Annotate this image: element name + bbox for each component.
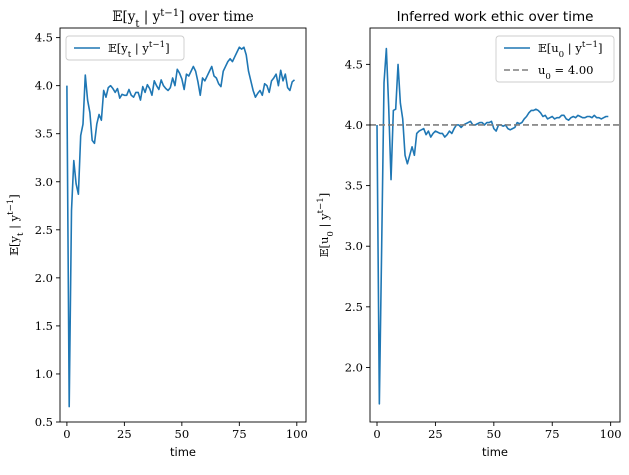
legend-label: u0 = 4.00: [538, 63, 593, 82]
chart-panel-2: 0 25 50 75 100 2.0 2.5 3.0 3.5 4.0 4.5 Inferred wor…: [316, 9, 622, 459]
y-tick-label: 3.0: [345, 239, 363, 253]
chart-title: 𝔼[yt | yt−1] over time: [112, 8, 254, 30]
y-tick-label: 0.5: [35, 415, 53, 429]
y-axis-label: 𝔼[u0 | yt−1]: [316, 193, 336, 258]
y-tick-label: 3.5: [35, 127, 53, 141]
axes-frame: [59, 27, 307, 423]
legend-box: [65, 35, 185, 61]
chart-panel-1: 0 25 50 75 100 0.5 1.0 1.5 2.0 2.5 3.0 3.5 4.0 4.5 𝔼[y…: [6, 8, 308, 460]
legend-label: 𝔼[yt | yt−1]: [108, 40, 170, 60]
x-tick-label: 100: [286, 427, 308, 441]
y-tick-label: 1.0: [35, 367, 53, 381]
series-line-1: [376, 47, 609, 405]
y-tick-label: 4.0: [345, 118, 363, 132]
x-axis-label: time: [170, 445, 196, 459]
y-axis-label: 𝔼[yt | yt−1]: [6, 194, 26, 256]
x-tick-label: 100: [600, 427, 622, 441]
y-tick-label: 2.5: [35, 223, 53, 237]
x-tick-label: 50: [175, 427, 190, 441]
y-tick-label: 4.5: [35, 31, 53, 45]
x-tick-label: 0: [373, 427, 380, 441]
y-tick-label: 3.0: [35, 175, 53, 189]
legend-label: 𝔼[u0 | yt−1]: [538, 40, 603, 60]
y-tick-label: 3.5: [345, 179, 363, 193]
x-tick-label: 75: [545, 427, 560, 441]
x-tick-label: 0: [63, 427, 70, 441]
axes-frame: [369, 27, 621, 423]
y-tick-label: 2.5: [345, 300, 363, 314]
legend: 𝔼[u0 | yt−1] u0 = 4.00: [495, 35, 615, 83]
x-tick-label: 25: [117, 427, 132, 441]
x-tick-label: 50: [487, 427, 502, 441]
chart-title: Inferred work ethic over time: [397, 9, 594, 25]
y-tick-label: 4.0: [35, 79, 53, 93]
x-tick-label: 25: [428, 427, 443, 441]
y-tick-label: 2.0: [345, 360, 363, 374]
x-axis-label: time: [482, 445, 508, 459]
legend: 𝔼[yt | yt−1]: [65, 35, 185, 61]
y-tick-label: 4.5: [345, 57, 363, 71]
y-tick-label: 2.0: [35, 271, 53, 285]
series-line-1: [66, 46, 296, 408]
x-tick-label: 75: [232, 427, 247, 441]
y-tick-label: 1.5: [35, 319, 53, 333]
